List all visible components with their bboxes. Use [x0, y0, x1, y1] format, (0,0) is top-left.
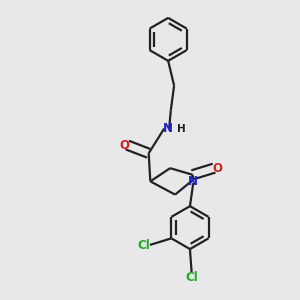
Text: O: O	[212, 162, 222, 175]
Text: N: N	[163, 122, 172, 135]
Text: H: H	[177, 124, 186, 134]
Text: Cl: Cl	[185, 271, 198, 284]
Text: O: O	[120, 139, 130, 152]
Text: Cl: Cl	[138, 239, 150, 252]
Text: N: N	[188, 175, 198, 188]
